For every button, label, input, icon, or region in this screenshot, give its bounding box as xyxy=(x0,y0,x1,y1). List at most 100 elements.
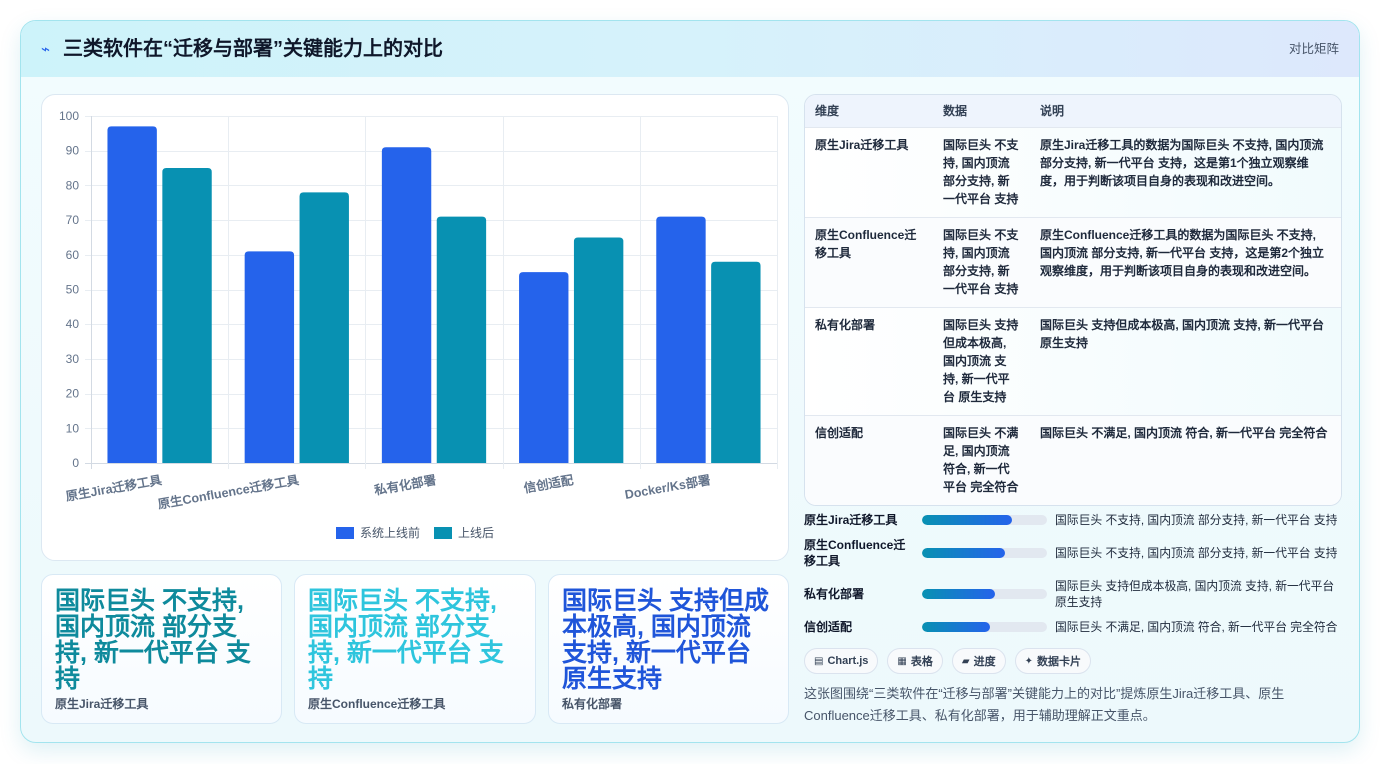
y-tick-label: 60 xyxy=(66,248,80,262)
y-tick-label: 10 xyxy=(66,421,80,435)
bar-series-0 xyxy=(519,272,569,463)
progress-track xyxy=(922,589,1047,599)
chip-label: Chart.js xyxy=(827,655,869,667)
column-header-dimension: 维度 xyxy=(805,95,933,127)
cell-data: 国际巨头 不支持, 国内顶流 部分支持, 新一代平台 支持 xyxy=(933,216,1030,307)
sparkle-icon: ✦ xyxy=(1024,655,1033,667)
chip-chartjs[interactable]: ▤ Chart.js xyxy=(804,648,879,674)
cell-note: 原生Confluence迁移工具的数据为国际巨头 不支持, 国内顶流 部分支持,… xyxy=(1030,216,1341,307)
legend-item-after[interactable]: 上线后 xyxy=(434,525,494,541)
chip-label: 数据卡片 xyxy=(1036,656,1081,668)
y-tick-label: 90 xyxy=(66,144,80,158)
view-mode-label: 对比矩阵 xyxy=(1288,42,1339,56)
data-card: 国际巨头 不支持, 国内顶流 部分支持, 新一代平台 支持 原生Jira迁移工具 xyxy=(41,574,282,724)
bar-series-0 xyxy=(107,126,157,463)
table-icon: ▦ xyxy=(897,655,907,667)
chip-data-cards[interactable]: ✦ 数据卡片 xyxy=(1014,648,1091,674)
bar-series-1 xyxy=(436,216,487,463)
progress-fill xyxy=(922,622,990,632)
table-row: 信创适配 国际巨头 不满足, 国内顶流 符合, 新一代平台 完全符合 国际巨头 … xyxy=(805,414,1341,505)
progress-label: 私有化部署 xyxy=(804,587,865,601)
progress-row: 原生Jira迁移工具 国际巨头 不支持, 国内顶流 部分支持, 新一代平台 支持 xyxy=(804,512,1342,528)
y-tick-label: 40 xyxy=(66,317,80,331)
table-row: 私有化部署 国际巨头 支持但成本极高, 国内顶流 支持, 新一代平台 原生支持 … xyxy=(805,306,1341,415)
y-tick-label: 80 xyxy=(66,178,80,192)
bar-series-1 xyxy=(162,168,212,464)
progress-fill xyxy=(922,548,1005,558)
y-tick-label: 30 xyxy=(66,352,80,366)
cell-note: 国际巨头 不满足, 国内顶流 符合, 新一代平台 完全符合 xyxy=(1030,414,1341,505)
progress-row: 原生Confluence迁移工具 国际巨头 不支持, 国内顶流 部分支持, 新一… xyxy=(804,537,1342,569)
y-tick-label: 0 xyxy=(72,456,79,470)
pulse-icon: ⌁ xyxy=(41,40,51,58)
progress-track xyxy=(922,548,1047,558)
progress-text: 国际巨头 不支持, 国内顶流 部分支持, 新一代平台 支持 xyxy=(1055,513,1338,527)
chip-table[interactable]: ▦ 表格 xyxy=(887,648,943,674)
y-tick-label: 50 xyxy=(66,283,80,297)
bar-chart: 0 10 20 30 40 50 60 70 80 90 100 原生Jira迁移工具原生Conflu… xyxy=(59,109,778,512)
progress-list: 原生Jira迁移工具 国际巨头 不支持, 国内顶流 部分支持, 新一代平台 支持… xyxy=(804,512,1342,635)
cell-data: 国际巨头 支持但成本极高, 国内顶流 支持, 新一代平台 原生支持 xyxy=(933,306,1030,415)
data-card: 国际巨头 不支持, 国内顶流 部分支持, 新一代平台 支持 原生Confluen… xyxy=(294,574,536,724)
x-tick-label: 信创适配 xyxy=(523,472,575,496)
card-header: ⌁ 三类软件在“迁移与部署”关键能力上的对比 对比矩阵 xyxy=(21,21,1359,77)
legend-item-before[interactable]: 系统上线前 xyxy=(335,525,420,541)
table-row: 原生Confluence迁移工具 国际巨头 不支持, 国内顶流 部分支持, 新一… xyxy=(805,216,1341,307)
data-card: 国际巨头 支持但成本极高, 国内顶流 支持, 新一代平台 原生支持 私有化部署 xyxy=(548,574,789,724)
data-card-value: 国际巨头 不支持, 国内顶流 部分支持, 新一代平台 支持 xyxy=(308,587,504,693)
cell-note: 原生Jira迁移工具的数据为国际巨头 不支持, 国内顶流 部分支持, 新一代平台… xyxy=(1030,126,1341,217)
cell-note: 国际巨头 支持但成本极高, 国内顶流 支持, 新一代平台 原生支持 xyxy=(1030,306,1341,415)
legend-swatch xyxy=(434,527,452,539)
cell-data: 国际巨头 不支持, 国内顶流 部分支持, 新一代平台 支持 xyxy=(933,126,1030,217)
cell-data: 国际巨头 不满足, 国内顶流 符合, 新一代平台 完全符合 xyxy=(933,414,1030,505)
progress-text: 国际巨头 不支持, 国内顶流 部分支持, 新一代平台 支持 xyxy=(1055,546,1338,560)
progress-track xyxy=(922,515,1047,525)
progress-row: 私有化部署 国际巨头 支持但成本极高, 国内顶流 支持, 新一代平台 原生支持 xyxy=(804,578,1342,610)
x-tick-label: Docker/Ks部署 xyxy=(623,472,712,502)
progress-fill xyxy=(922,515,1012,525)
data-card-value: 国际巨头 不支持, 国内顶流 部分支持, 新一代平台 支持 xyxy=(55,587,251,693)
bar-series-0 xyxy=(381,147,432,464)
progress-fill xyxy=(922,589,995,599)
cell-dimension: 原生Confluence迁移工具 xyxy=(805,216,933,307)
progress-row: 信创适配 国际巨头 不满足, 国内顶流 符合, 新一代平台 完全符合 xyxy=(804,619,1342,635)
table-header-row: 维度 数据 说明 xyxy=(805,95,1341,127)
y-tick-label: 70 xyxy=(66,213,80,227)
data-cards: 国际巨头 不支持, 国内顶流 部分支持, 新一代平台 支持 原生Jira迁移工具… xyxy=(41,574,789,724)
chart-panel: 0 10 20 30 40 50 60 70 80 90 100 原生Jira迁移工具 原生Conflu… xyxy=(41,94,789,561)
progress-track xyxy=(922,622,1047,632)
chip-label: 进度 xyxy=(973,656,996,668)
legend-label: 上线后 xyxy=(458,526,495,540)
bar-series-0 xyxy=(244,251,295,463)
chart-icon: ▤ xyxy=(814,655,824,667)
data-card-label: 私有化部署 xyxy=(562,697,623,711)
x-tick-label: 原生Confluence迁移工具 xyxy=(157,472,301,512)
format-chips: ▤ Chart.js ▦ 表格 ▰ 进度 ✦ 数据卡片 xyxy=(804,648,1091,674)
cell-dimension: 信创适配 xyxy=(805,414,933,505)
bar-series-1 xyxy=(711,261,761,463)
y-tick-label: 20 xyxy=(66,387,80,401)
x-tick-label: 原生Jira迁移工具 xyxy=(64,472,163,504)
column-header-data: 数据 xyxy=(933,95,1030,127)
progress-text: 国际巨头 支持但成本极高, 国内顶流 支持, 新一代平台 原生支持 xyxy=(1055,579,1335,609)
bar-series-1 xyxy=(573,237,624,463)
legend-swatch xyxy=(335,527,354,539)
progress-text: 国际巨头 不满足, 国内顶流 符合, 新一代平台 完全符合 xyxy=(1055,620,1338,634)
legend-label: 系统上线前 xyxy=(359,526,420,540)
chip-progress[interactable]: ▰ 进度 xyxy=(951,648,1006,674)
comparison-table: 维度 数据 说明 原生Jira迁移工具 国际巨头 不支持, 国内顶流 部分支持,… xyxy=(805,95,1341,505)
bar-series-0 xyxy=(656,216,706,463)
summary-text: 这张图围绕“三类软件在“迁移与部署”关键能力上的对比”提炼原生Jira迁移工具、… xyxy=(804,686,1285,723)
page-title: 三类软件在“迁移与部署”关键能力上的对比 xyxy=(63,38,443,60)
column-header-note: 说明 xyxy=(1030,95,1341,127)
data-card-label: 原生Confluence迁移工具 xyxy=(308,697,446,711)
bar-series-1 xyxy=(299,192,349,463)
y-tick-label: 100 xyxy=(59,109,79,123)
x-tick-label: 私有化部署 xyxy=(372,472,438,498)
data-card-value: 国际巨头 支持但成本极高, 国内顶流 支持, 新一代平台 原生支持 xyxy=(562,587,769,693)
chart-legend: 系统上线前 上线后 xyxy=(42,525,788,541)
cell-dimension: 私有化部署 xyxy=(805,306,933,415)
progress-label: 原生Confluence迁移工具 xyxy=(804,538,906,568)
report-card: ⌁ 三类软件在“迁移与部署”关键能力上的对比 对比矩阵 0 10 20 30 40 50 6… xyxy=(20,20,1360,743)
comparison-table-panel: 维度 数据 说明 原生Jira迁移工具 国际巨头 不支持, 国内顶流 部分支持,… xyxy=(804,94,1342,506)
